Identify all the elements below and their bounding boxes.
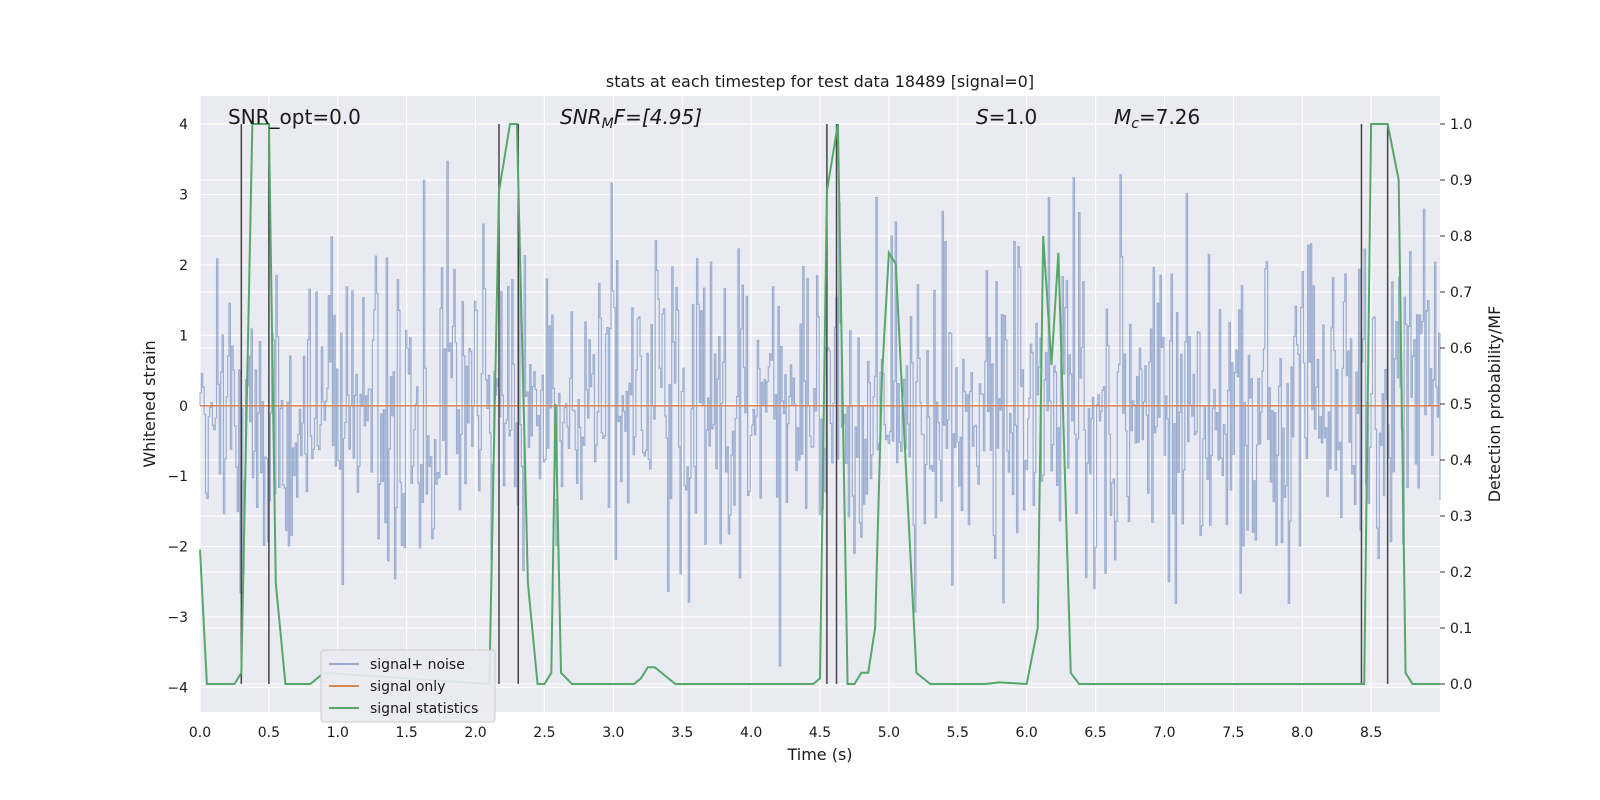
x-tick-label: 8.5 <box>1360 725 1382 741</box>
x-tick-label: 7.0 <box>1153 725 1175 741</box>
y-right-tick-label: 0.5 <box>1450 397 1472 413</box>
signal-noise-series <box>199 160 1441 667</box>
grid <box>199 96 1440 712</box>
y-right-tick-label: 0.9 <box>1450 173 1472 189</box>
snr-mf-subscript: M <box>602 116 614 132</box>
legend-label-statistics: signal statistics <box>370 701 478 717</box>
x-tick-label: 4.5 <box>809 725 831 741</box>
y-right-tick-label: 0.8 <box>1450 229 1472 245</box>
x-tick-label: 1.5 <box>396 725 418 741</box>
snr-mf-value: F=[4.95] <box>614 105 702 129</box>
x-tick-label: 1.0 <box>327 725 349 741</box>
x-tick-label: 3.5 <box>671 725 693 741</box>
y-left-axis-label: Whitened strain <box>140 340 159 467</box>
y-left-tick-label: 1 <box>179 328 188 344</box>
legend-label-signal-only: signal only <box>370 679 445 695</box>
y-right-tick-label: 0.7 <box>1450 285 1472 301</box>
x-tick-label: 0.0 <box>189 725 211 741</box>
x-tick-label: 2.0 <box>464 725 486 741</box>
x-tick-label: 2.5 <box>533 725 555 741</box>
y-left-tick-label: −1 <box>167 469 188 485</box>
x-tick-label: 0.5 <box>258 725 280 741</box>
s-symbol: S <box>976 105 989 129</box>
x-tick-label: 7.5 <box>1222 725 1244 741</box>
y-left-tick-label: −3 <box>167 610 188 626</box>
x-tick-label: 8.0 <box>1291 725 1313 741</box>
legend-label-noise: signal+ noise <box>370 657 465 673</box>
y-left-tick-label: −4 <box>167 680 188 696</box>
y-left-tick-label: −2 <box>167 540 188 556</box>
s-annotation: S=1.0 <box>976 105 1037 129</box>
y-left-tick-label: 0 <box>179 399 188 415</box>
x-axis-label: Time (s) <box>786 745 852 764</box>
y-right-tick-label: 0.6 <box>1450 341 1472 357</box>
mc-subscript: c <box>1131 116 1139 132</box>
x-tick-label: 5.0 <box>878 725 900 741</box>
y-left-tick-label: 3 <box>179 188 188 204</box>
y-left-tick-label: 2 <box>179 258 188 274</box>
x-tick-label: 5.5 <box>947 725 969 741</box>
y-right-tick-label: 0.4 <box>1450 453 1472 469</box>
noise-trace <box>199 160 1441 667</box>
y-right-tick-label: 0.1 <box>1450 621 1472 637</box>
y-right-tick-label: 1.0 <box>1450 117 1472 133</box>
chart-title: stats at each timestep for test data 184… <box>606 72 1034 91</box>
snr-mf-annotation: SNRMF=[4.95] <box>560 105 702 132</box>
snr-mf-symbol: SNR <box>560 105 602 129</box>
y-right-tick-label: 0.0 <box>1450 677 1472 693</box>
y-right-ticks: 1.0 0.9 0.8 0.7 0.6 0.5 0.4 0.3 0.2 0.1 0.0 <box>1440 117 1472 693</box>
mc-value: =7.26 <box>1139 105 1200 129</box>
x-tick-label: 6.5 <box>1084 725 1106 741</box>
y-right-tick-label: 0.2 <box>1450 565 1472 581</box>
legend-box <box>320 649 496 723</box>
y-right-tick-label: 0.3 <box>1450 509 1472 525</box>
x-tick-label: 3.0 <box>602 725 624 741</box>
s-value: =1.0 <box>989 105 1038 129</box>
x-tick-label: 4.0 <box>740 725 762 741</box>
mc-symbol: M <box>1114 105 1131 129</box>
y-left-ticks: 4 3 2 1 0 −1 −2 −3 −4 <box>167 117 188 696</box>
signal-statistics-line <box>199 123 1440 686</box>
y-right-axis-label: Detection probability/MF <box>1485 306 1504 503</box>
legend: signal+ noise signal only signal statist… <box>320 649 496 723</box>
y-left-tick-label: 4 <box>179 117 188 133</box>
x-tick-label: 6.0 <box>1016 725 1038 741</box>
snr-opt-annotation: SNR_opt=0.0 <box>228 105 361 129</box>
x-ticks: 0.0 0.5 1.0 1.5 2.0 2.5 3.0 3.5 4.0 4.5 5.0 5.5 6.0 6… <box>189 725 1382 741</box>
mc-annotation: Mc=7.26 <box>1114 105 1200 132</box>
